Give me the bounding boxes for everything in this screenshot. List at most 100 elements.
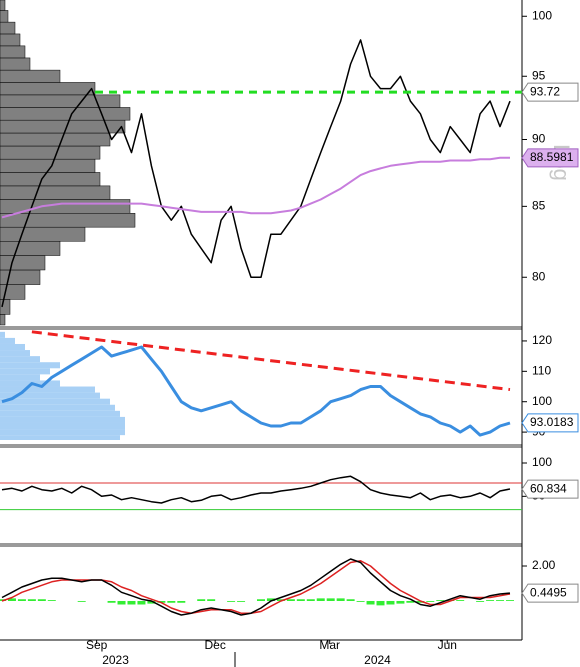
histogram-bar	[7, 598, 16, 601]
series-line	[1, 345, 511, 437]
volume-profile-bar	[0, 94, 121, 108]
volume-profile-bar	[0, 0, 6, 11]
series-line	[1, 39, 511, 308]
y-tick-label: 100	[532, 455, 552, 469]
histogram-bar	[47, 600, 56, 601]
y-tick-label: 80	[532, 269, 546, 283]
histogram-bar	[306, 599, 315, 601]
volume-profile-bar	[0, 269, 41, 285]
histogram-bar	[227, 600, 236, 602]
y-tick-label: 95	[532, 68, 546, 82]
histogram-bar	[346, 599, 355, 601]
volume-profile-bar	[0, 145, 101, 160]
volume-profile-bar	[0, 299, 11, 315]
histogram-bar	[37, 599, 46, 601]
volume-profile-bar	[0, 416, 125, 423]
histogram-bar	[376, 600, 385, 606]
y-tick-label: 100	[532, 8, 552, 22]
histogram-bar	[157, 600, 166, 603]
histogram-bar	[486, 600, 495, 601]
value-tag	[521, 148, 579, 168]
value-tag	[521, 583, 579, 603]
volume-profile-bar	[0, 337, 15, 344]
histogram-bar	[366, 600, 375, 605]
y-tick-label: 110	[532, 363, 551, 377]
volume-profile-bar	[0, 21, 16, 35]
histogram-bar	[416, 600, 425, 603]
histogram-bar	[336, 598, 345, 601]
histogram-bar	[506, 600, 514, 601]
y-tick-label: 2.00	[532, 558, 556, 572]
volume-profile-bar	[0, 374, 40, 381]
histogram-bar	[496, 600, 505, 601]
histogram-bar	[107, 600, 116, 603]
volume-profile-bar	[0, 57, 31, 71]
histogram-bar	[396, 600, 405, 604]
x-tick-label: Jun	[438, 638, 457, 652]
value-tag-label: 93.0183	[530, 415, 574, 429]
volume-profile-bar	[0, 212, 136, 228]
panel-separator	[0, 326, 522, 330]
panel-separator	[0, 444, 522, 448]
histogram-bar	[127, 600, 136, 605]
volume-profile-bar	[0, 410, 120, 417]
histogram-bar	[27, 599, 36, 601]
volume-profile-bar	[0, 199, 131, 214]
panel-separator	[0, 543, 522, 547]
histogram-bar	[406, 600, 415, 603]
histogram-bar	[296, 599, 305, 601]
histogram-bar	[476, 600, 485, 602]
y-tick-label: 120	[532, 333, 552, 347]
value-tag	[521, 413, 579, 433]
volume-profile-bar	[0, 429, 125, 436]
volume-profile-bar	[0, 331, 5, 338]
volume-profile-bar	[0, 392, 100, 399]
histogram-bar	[167, 600, 176, 603]
histogram-bar	[276, 599, 285, 601]
histogram-bar	[316, 598, 325, 601]
histogram-bar	[386, 600, 395, 605]
year-label: 2024	[364, 653, 391, 667]
x-tick-label: Sep	[86, 638, 108, 652]
volume-profile-bar	[0, 404, 115, 411]
trendline	[31, 330, 511, 392]
volume-profile-bar	[0, 241, 61, 256]
histogram-bar	[147, 600, 156, 604]
histogram-bar	[266, 598, 275, 601]
histogram-bar	[137, 600, 146, 605]
histogram-bar	[177, 600, 186, 603]
year-label: 2023	[102, 653, 129, 667]
volume-profile-bar	[0, 343, 25, 351]
volume-profile-bar	[0, 386, 95, 393]
x-tick-label: Mar	[319, 638, 340, 652]
histogram-bar	[207, 599, 216, 601]
volume-profile-bar	[0, 226, 86, 242]
value-tag-label: 0.4495	[530, 585, 567, 599]
volume-profile-bar	[0, 172, 101, 187]
volume-profile-bar	[0, 45, 26, 59]
volume-profile-bar	[0, 82, 96, 96]
histogram-bar	[256, 599, 265, 601]
volume-profile-bar	[0, 422, 125, 430]
histogram-bar	[326, 598, 335, 601]
volume-profile-bar	[0, 255, 46, 271]
x-tick-label: Dec	[204, 638, 225, 652]
volume-profile-bar	[0, 314, 6, 326]
value-tag-label: 88.5981	[530, 150, 574, 164]
series-line	[1, 560, 511, 614]
histogram-bar	[426, 600, 435, 602]
y-tick-label: 85	[532, 199, 546, 213]
series-line	[1, 558, 511, 616]
histogram-bar	[117, 600, 126, 605]
histogram-bar	[197, 599, 206, 601]
volume-profile-bar	[0, 350, 30, 357]
histogram-bar	[436, 600, 445, 601]
volume-profile-bar	[0, 398, 110, 405]
volume-profile-bar	[0, 368, 50, 375]
volume-profile-bar	[0, 69, 61, 83]
volume-profile-bar	[0, 435, 120, 440]
volume-profile-bar	[0, 185, 111, 200]
histogram-bar	[77, 600, 86, 602]
volume-profile-bar	[0, 107, 131, 121]
